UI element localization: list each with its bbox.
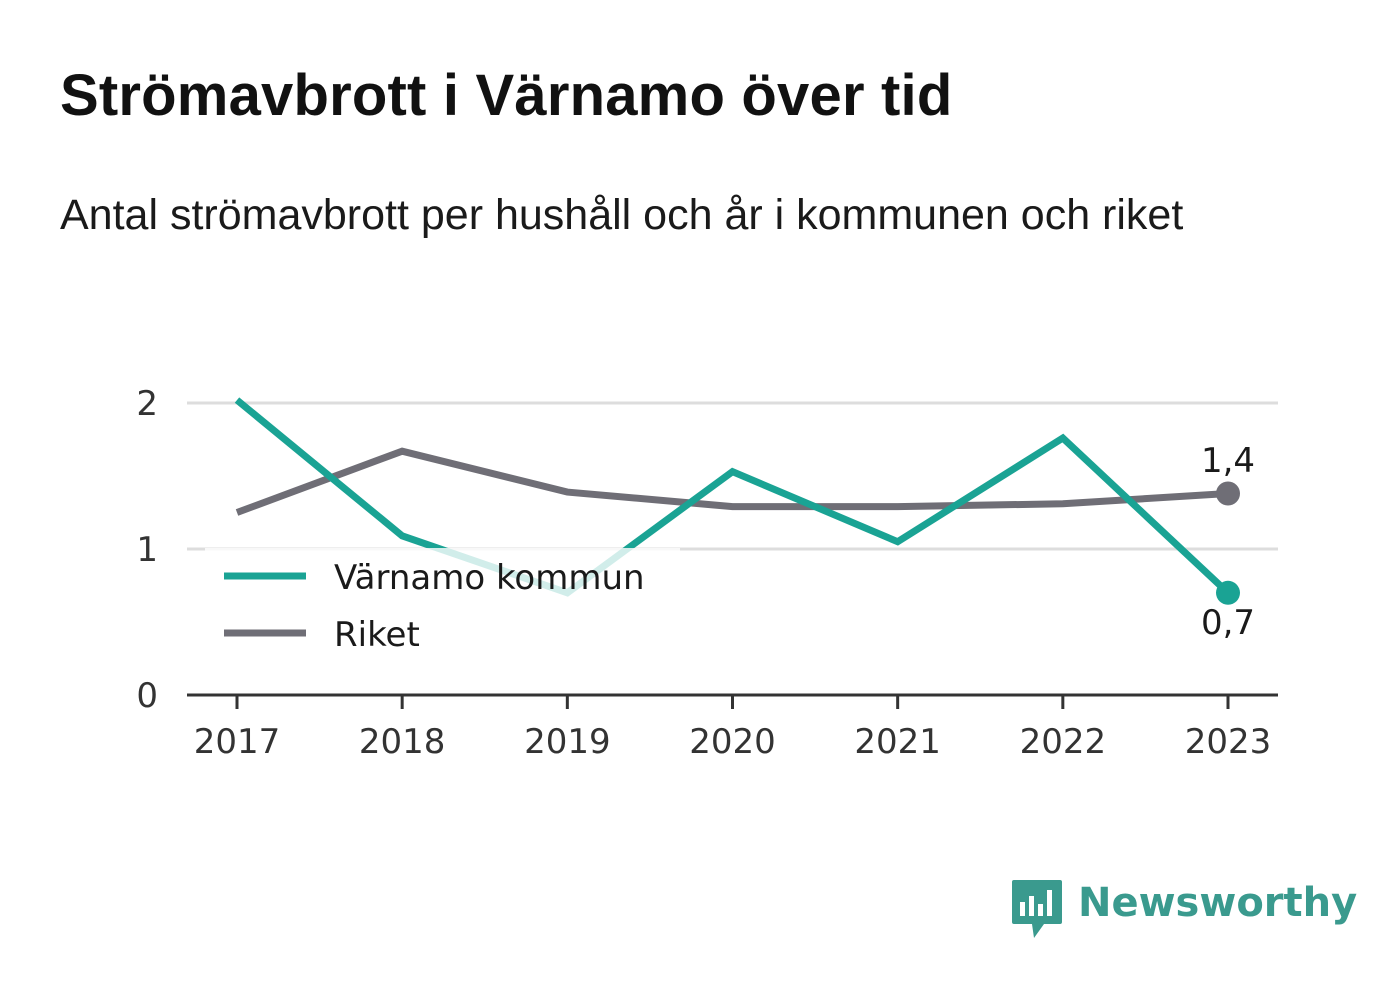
x-axis-ticks: 2017 2018 2019 2020 2021 2022 2023 <box>194 695 1272 762</box>
y-tick-label: 2 <box>136 384 158 424</box>
x-tick-label: 2017 <box>194 722 281 762</box>
x-tick-label: 2021 <box>854 722 941 762</box>
series-line-varnamo <box>234 397 1231 597</box>
legend: Värnamo kommun Riket <box>205 548 680 666</box>
end-label-riket: 1,4 <box>1201 441 1255 481</box>
y-axis-ticks: 0 1 2 <box>136 384 158 716</box>
series-line-riket <box>235 447 1229 516</box>
end-point-varnamo <box>1216 580 1240 605</box>
x-tick-label: 2019 <box>524 722 611 762</box>
x-tick-label: 2023 <box>1185 722 1272 762</box>
chart-subtitle: Antal strömavbrott per hushåll och år i … <box>60 191 1184 239</box>
y-tick-label: 0 <box>136 676 158 716</box>
y-tick-label: 1 <box>136 530 158 570</box>
legend-background <box>205 548 680 666</box>
legend-label-riket: Riket <box>334 615 420 655</box>
end-labels: 1,4 0,7 <box>1201 441 1255 643</box>
legend-label-varnamo: Värnamo kommun <box>334 558 645 598</box>
series <box>234 397 1240 605</box>
x-tick-label: 2020 <box>689 722 776 762</box>
end-label-varnamo: 0,7 <box>1201 603 1255 643</box>
newsworthy-logo-icon <box>1012 880 1062 938</box>
brand-name: Newsworthy <box>1078 880 1358 926</box>
x-tick-label: 2022 <box>1020 722 1107 762</box>
x-tick-label: 2018 <box>359 722 446 762</box>
chart-title: Strömavbrott i Värnamo över tid <box>60 63 953 128</box>
end-point-riket <box>1216 481 1240 506</box>
